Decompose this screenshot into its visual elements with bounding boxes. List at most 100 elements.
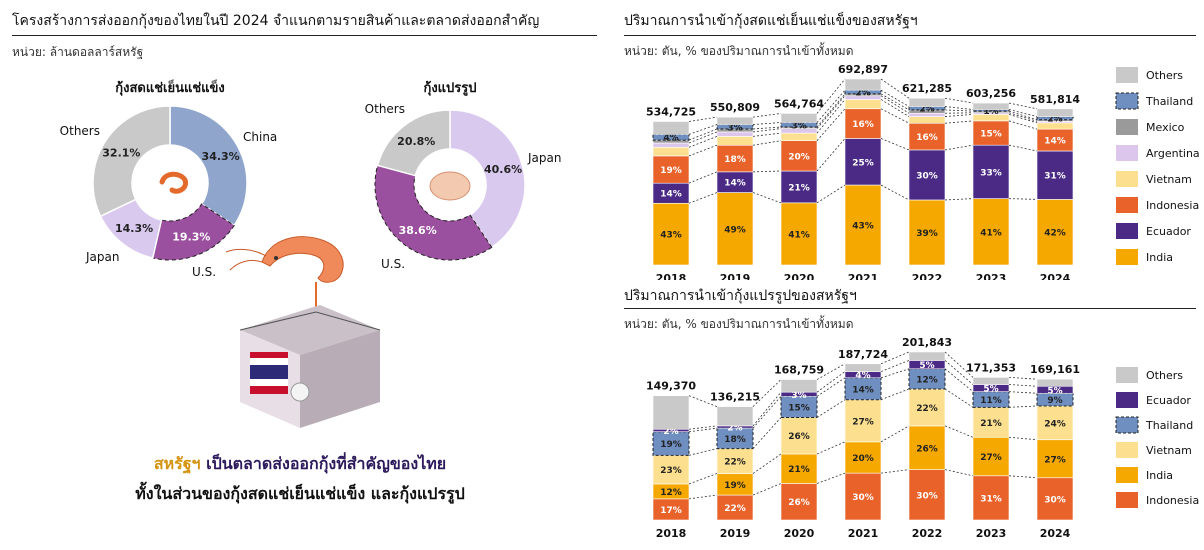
bar-label-india: 26% [916, 444, 938, 454]
bar-segment-others [1036, 378, 1074, 387]
connector-line [688, 135, 718, 148]
bar-label-indonesia: 16% [916, 133, 938, 143]
bar-label-indonesia: 16% [852, 120, 874, 130]
connector-line [944, 97, 974, 104]
legend-swatch-others [1116, 367, 1138, 383]
bar-segment-others [716, 406, 754, 427]
legend-swatch-ecuador [1116, 392, 1138, 408]
connector-line [1008, 384, 1038, 387]
bar-total-label: 550,809 [710, 101, 760, 114]
bar-label-vietnam: 21% [980, 419, 1002, 429]
legend: Others Ecuador Thailand Vietnam India Indones… [1115, 367, 1199, 508]
slice-value-japan: 40.6% [484, 163, 522, 176]
shipping-container-illustration [239, 305, 381, 428]
bar-label-thailand: 11% [980, 396, 1002, 406]
top-chart-rule [624, 35, 1196, 36]
connector-line [880, 99, 910, 117]
bar-total-label: 581,814 [1030, 93, 1080, 106]
bar-segment-vietnam [652, 455, 690, 485]
bar-segment-others [780, 113, 818, 123]
connector-line [816, 399, 846, 418]
x-tick-label: 2022 [912, 272, 943, 280]
bottom-chart-unit: หน่วย: ตัน, % ของปริมาณการนำเข้าทั้งหมด [624, 317, 854, 331]
connector-line [816, 93, 846, 128]
x-tick-label: 2023 [976, 527, 1007, 540]
slice-value-u-s: 38.6% [399, 224, 437, 237]
bar-segment-india [844, 441, 882, 474]
bar-segment-indonesia [716, 144, 754, 173]
bar-segment-ecuador [1036, 150, 1074, 200]
key-message-line1: สหรัฐฯ เป็นตลาดส่งออกกุ้งที่สำคัญของไทย [0, 452, 600, 477]
left-title: โครงสร้างการส่งออกกุ้งของไทยในปี 2024 จำ… [12, 13, 540, 29]
legend-swatch-indonesia [1116, 197, 1138, 213]
bar-segment-indonesia [652, 155, 690, 184]
x-tick-label: 2019 [720, 272, 751, 280]
bar-segment-ecuador [908, 149, 946, 201]
connector-line [688, 473, 718, 485]
bar-label-indonesia: 22% [724, 504, 746, 514]
legend-label-india: India [1146, 469, 1173, 482]
bar-segment-others [972, 102, 1010, 110]
connector-line [752, 122, 782, 125]
bar-segment-others [972, 377, 1010, 385]
shrimp-illustration [225, 236, 344, 316]
connector-line [944, 425, 974, 438]
legend-label-thailand: Thailand [1145, 95, 1193, 108]
donut-processed: กุ้งแปรรูป 40.6% Japan 38.6% U.S. 20.8% Others [365, 80, 562, 271]
bar-segment-indonesia [716, 494, 754, 521]
bar-label-ecuador: 14% [660, 190, 682, 200]
bar-label-ecuador: 5% [919, 361, 934, 371]
connector-line [688, 395, 718, 407]
connector-line [944, 120, 974, 124]
connector-line [816, 184, 846, 204]
bar-label-india: 12% [660, 488, 682, 498]
bar-label-india: 27% [980, 453, 1002, 463]
bar-label-india: 21% [788, 465, 810, 475]
x-tick-label: 2022 [912, 527, 943, 540]
bar-label-vietnam: 24% [1044, 419, 1066, 429]
bar-label-thailand: 1% [983, 107, 998, 117]
connector-line [1008, 436, 1038, 441]
connector-line [816, 363, 846, 380]
bar-segment-indonesia [908, 122, 946, 151]
bar-segment-others [1036, 108, 1074, 117]
bar-segment-vietnam [972, 407, 1010, 438]
bottom-chart-rule [624, 308, 1196, 309]
connector-line [816, 108, 846, 141]
bar-total-label: 692,897 [838, 63, 888, 76]
connector-line [688, 494, 718, 500]
bar-total-label: 621,285 [902, 82, 952, 95]
connector-line [1008, 475, 1038, 479]
bar-total-label: 171,353 [966, 361, 1016, 374]
key-message-line2: ทั้งในส่วนของกุ้งสดแช่เย็นแช่แข็ง และกุ้… [135, 484, 465, 503]
bar-total-label: 136,215 [710, 391, 760, 404]
bar-total-label: 169,161 [1030, 363, 1080, 376]
connector-line [880, 138, 910, 151]
legend-swatch-india [1116, 467, 1138, 483]
connector-line [944, 109, 974, 112]
connector-line [1008, 405, 1038, 408]
bar-label-india: 42% [1044, 229, 1066, 239]
bar-label-indonesia: 17% [660, 506, 682, 516]
bar-segment-india [652, 202, 690, 266]
legend-swatch-mexico [1116, 119, 1138, 135]
bar-label-thailand: 4% [663, 134, 678, 144]
slice-value-others: 32.1% [102, 146, 140, 159]
connector-line [688, 131, 718, 144]
bar-segment-india [844, 184, 882, 266]
bar-label-ecuador: 33% [980, 168, 1002, 178]
connector-line [752, 126, 782, 130]
connector-line [880, 388, 910, 401]
bar-segment-ecuador [844, 138, 882, 186]
bar-label-thailand: 2% [919, 105, 934, 115]
left-title-rule [12, 35, 597, 36]
slice-others [92, 105, 171, 218]
legend-label-thailand: Thailand [1145, 419, 1193, 432]
legend-swatch-indonesia [1116, 492, 1138, 508]
bars: 43% 14% 19% 4% 534,725 2018 49% 14% 18% 3% 550,809… [646, 63, 1080, 280]
bottom-chart-title: ปริมาณการนำเข้ากุ้งแปรรูปของสหรัฐฯ [624, 288, 857, 304]
connector-line [816, 95, 846, 129]
bar-label-indonesia: 30% [916, 491, 938, 501]
x-tick-label: 2024 [1040, 272, 1071, 280]
connector-line [688, 124, 718, 135]
